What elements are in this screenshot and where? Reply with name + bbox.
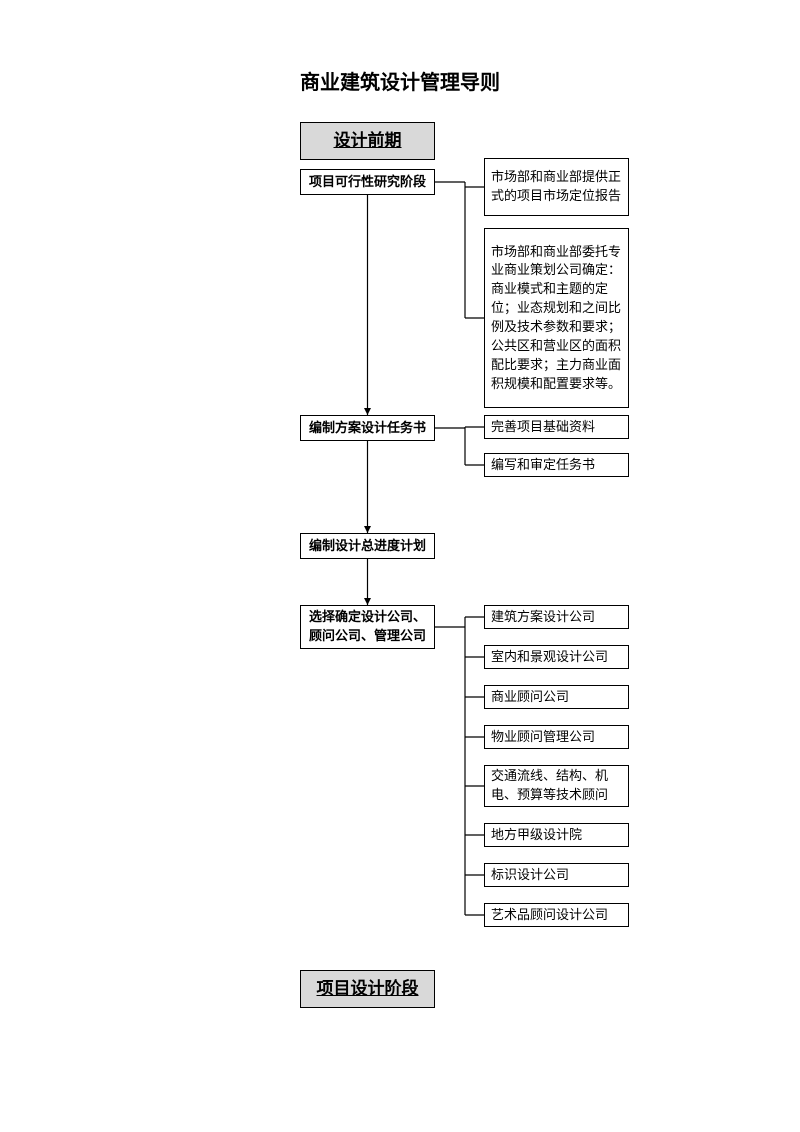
detail-r2b: 编写和审定任务书 <box>484 453 629 477</box>
stage-stage1: 项目可行性研究阶段 <box>300 169 435 195</box>
detail-r4e: 交通流线、结构、机电、预算等技术顾问 <box>484 765 629 807</box>
phase-phase2: 项目设计阶段 <box>300 970 435 1008</box>
phase-phase1: 设计前期 <box>300 122 435 160</box>
detail-r4c: 商业顾问公司 <box>484 685 629 709</box>
detail-r4f: 地方甲级设计院 <box>484 823 629 847</box>
detail-r4g: 标识设计公司 <box>484 863 629 887</box>
detail-r1a: 市场部和商业部提供正式的项目市场定位报告 <box>484 158 629 216</box>
stage-stage2: 编制方案设计任务书 <box>300 415 435 441</box>
detail-r1b: 市场部和商业部委托专业商业策划公司确定：商业模式和主题的定位；业态规划和之间比例… <box>484 228 629 408</box>
detail-r4b: 室内和景观设计公司 <box>484 645 629 669</box>
detail-r4a: 建筑方案设计公司 <box>484 605 629 629</box>
detail-r4h: 艺术品顾问设计公司 <box>484 903 629 927</box>
detail-r4d: 物业顾问管理公司 <box>484 725 629 749</box>
flowchart-canvas: 商业建筑设计管理导则 设计前期项目可行性研究阶段市场部和商业部提供正式的项目市场… <box>0 0 800 1132</box>
stage-stage3: 编制设计总进度计划 <box>300 533 435 559</box>
detail-r2a: 完善项目基础资料 <box>484 415 629 439</box>
stage-stage4: 选择确定设计公司、顾问公司、管理公司 <box>300 605 435 649</box>
